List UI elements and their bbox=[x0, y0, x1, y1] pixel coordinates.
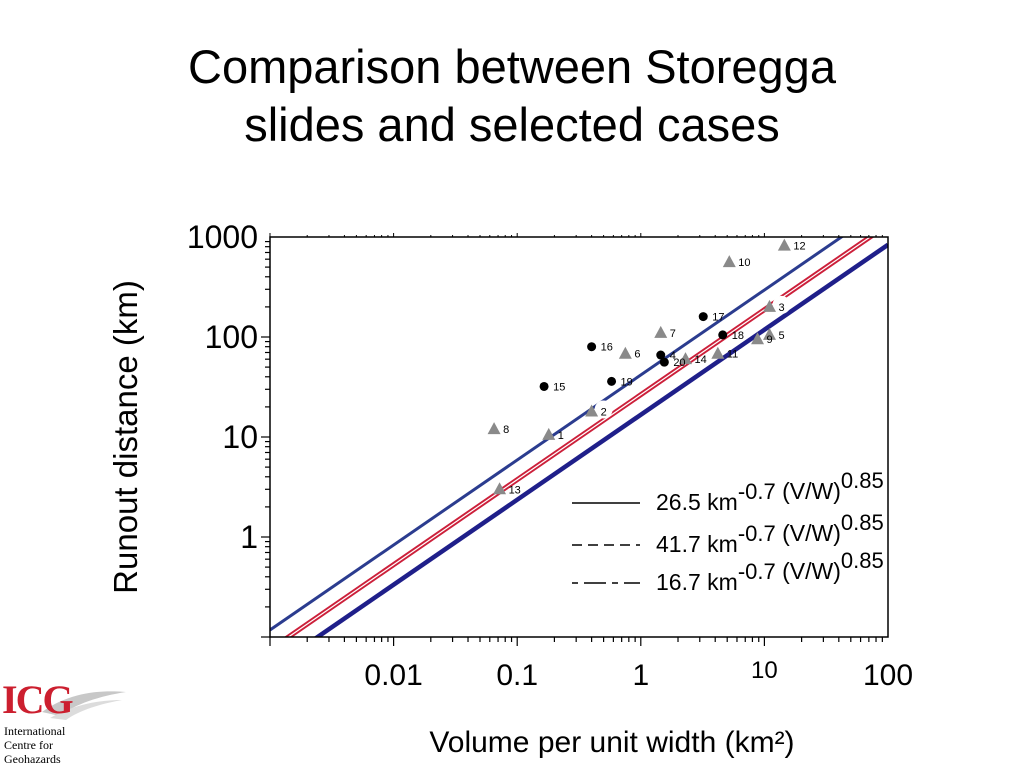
legend-exponent: 0.85 bbox=[841, 468, 884, 493]
triangle-marker bbox=[763, 327, 777, 340]
circle-marker bbox=[539, 381, 549, 391]
triangle-marker bbox=[763, 299, 777, 312]
legend-text: (V/W) bbox=[776, 478, 841, 504]
triangle-marker bbox=[777, 238, 791, 251]
point-label: 3 bbox=[779, 302, 785, 314]
legend-text: 16.7 km bbox=[656, 569, 738, 595]
legend-entry: 26.5 km-0.7 (V/W)0.85 bbox=[656, 468, 884, 515]
triangle-marker bbox=[493, 482, 507, 495]
point-label: 2 bbox=[601, 406, 607, 418]
point-label: 17 bbox=[712, 312, 724, 324]
logo-line3: Geohazards bbox=[4, 752, 61, 766]
triangle-marker bbox=[487, 422, 501, 435]
logo-line1: International bbox=[4, 724, 66, 738]
slide-title-line1: Comparison between Storegga bbox=[188, 40, 836, 93]
logo-mark: ICG bbox=[2, 677, 74, 722]
circle-marker bbox=[656, 350, 666, 360]
icg-logo: ICG International Centre for Geohazards bbox=[2, 680, 132, 768]
point-label: 7 bbox=[670, 328, 676, 340]
triangle-marker bbox=[585, 404, 599, 417]
circle-marker bbox=[587, 342, 597, 352]
axis-ticks bbox=[261, 233, 883, 646]
x-tick-label: 0.01 bbox=[364, 659, 422, 692]
point-label: 10 bbox=[738, 257, 750, 269]
slide-title-line2: slides and selected cases bbox=[244, 98, 780, 151]
legend-text: (V/W) bbox=[776, 520, 841, 546]
point-label: 19 bbox=[621, 376, 633, 388]
point-label: 1 bbox=[558, 430, 564, 442]
point-label: 16 bbox=[601, 342, 613, 354]
y-tick-label: 1000 bbox=[187, 219, 258, 255]
triangle-marker bbox=[722, 255, 736, 268]
point-label: 5 bbox=[779, 330, 785, 342]
circle-marker bbox=[659, 357, 669, 367]
circle-marker bbox=[718, 330, 728, 340]
x-tick-label: 0.1 bbox=[496, 659, 538, 692]
y-tick-label: 1 bbox=[240, 519, 258, 555]
legend-exponent: -0.7 bbox=[738, 521, 776, 546]
label-halo bbox=[594, 400, 613, 419]
point-label: 18 bbox=[732, 330, 744, 342]
legend-text: 26.5 km bbox=[656, 489, 738, 515]
triangle-marker bbox=[542, 427, 556, 440]
legend-exponent: 0.85 bbox=[841, 548, 884, 573]
fit-lines bbox=[270, 237, 888, 637]
y-tick-label: 100 bbox=[205, 319, 258, 355]
legend-text: (V/W) bbox=[776, 558, 841, 584]
x-axis-label: Volume per unit width (km²) bbox=[429, 726, 794, 759]
triangle-marker bbox=[654, 325, 668, 338]
logo-swoosh-icon bbox=[42, 691, 126, 720]
point-label: 15 bbox=[553, 381, 565, 393]
circle-marker bbox=[607, 376, 617, 386]
legend-exponent: -0.7 bbox=[738, 479, 776, 504]
legend-text: 41.7 km bbox=[656, 531, 738, 557]
triangle-marker bbox=[751, 332, 765, 345]
point-label: 14 bbox=[695, 354, 707, 366]
triangle-marker bbox=[679, 352, 693, 365]
circle-marker bbox=[698, 312, 708, 322]
legend-entry: 16.7 km-0.7 (V/W)0.85 bbox=[656, 548, 884, 595]
fit-line-2 bbox=[270, 237, 845, 632]
legend-exponent: -0.7 bbox=[738, 559, 776, 584]
point-label: 4 bbox=[670, 350, 676, 362]
x-tick-label: 1 bbox=[632, 659, 649, 692]
fit-line-1-highlight bbox=[287, 237, 872, 637]
y-tick-label: 10 bbox=[222, 419, 258, 455]
point-label: 8 bbox=[503, 424, 509, 436]
x-tick-label: 100 bbox=[863, 659, 913, 692]
legend-entry: 41.7 km-0.7 (V/W)0.85 bbox=[656, 510, 884, 557]
point-label: 9 bbox=[767, 334, 773, 346]
logo-text: International Centre for Geohazards bbox=[4, 724, 65, 766]
triangle-marker bbox=[711, 346, 725, 359]
point-label: 20 bbox=[673, 357, 685, 369]
legend-exponent: 0.85 bbox=[841, 510, 884, 535]
point-label: 11 bbox=[727, 349, 738, 361]
point-label: 6 bbox=[634, 349, 640, 361]
point-label: 13 bbox=[509, 484, 521, 496]
fit-line-3 bbox=[313, 242, 888, 637]
x-tick-label: 10 bbox=[751, 657, 778, 684]
slide-title: Comparison between Storegga slides and s… bbox=[0, 38, 1024, 154]
logo-line2: Centre for bbox=[4, 738, 53, 752]
label-halo bbox=[772, 295, 791, 314]
point-label: 12 bbox=[793, 241, 805, 253]
triangle-marker bbox=[618, 346, 632, 359]
y-axis-label: Runout distance (km) bbox=[107, 280, 144, 594]
